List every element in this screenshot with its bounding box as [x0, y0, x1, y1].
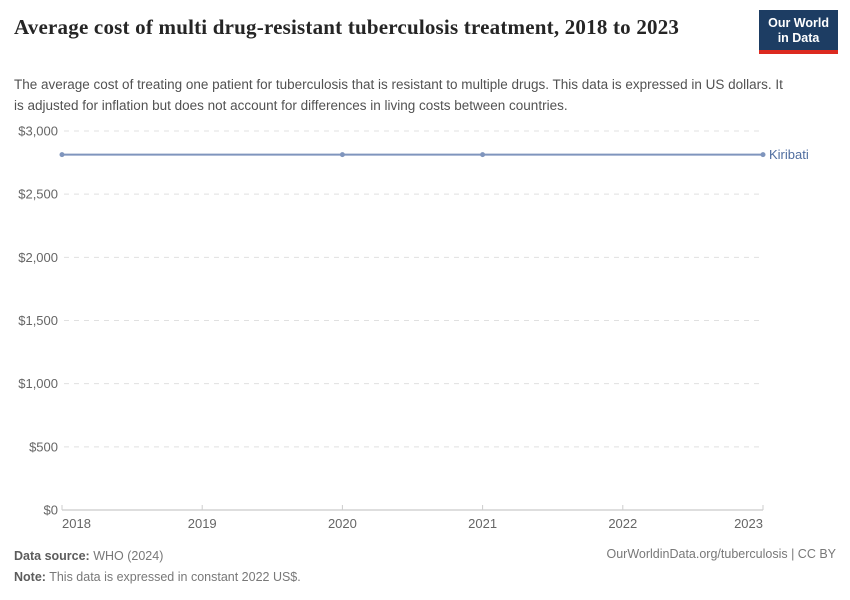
y-tick-label: $1,500: [18, 313, 58, 328]
chart-subtitle: The average cost of treating one patient…: [14, 77, 783, 113]
owid-logo: Our World in Data: [759, 10, 838, 54]
x-tick-label: 2018: [62, 516, 91, 531]
data-point-2021[interactable]: [480, 152, 486, 158]
y-tick-label: $2,000: [18, 250, 58, 265]
y-tick-label: $3,000: [18, 124, 58, 139]
data-source-line: Data source: WHO (2024): [14, 546, 301, 567]
x-tick-label: 2023: [734, 516, 763, 531]
x-tick-label: 2020: [328, 516, 357, 531]
series-label-kiribati[interactable]: Kiribati: [769, 147, 809, 162]
data-point-2020[interactable]: [339, 152, 345, 158]
chart-title: Average cost of multi drug-resistant tub…: [14, 15, 680, 39]
y-tick-label: $500: [29, 439, 58, 454]
logo-line-1: Our World: [768, 16, 829, 30]
x-tick-label: 2019: [188, 516, 217, 531]
data-source-value: WHO (2024): [93, 549, 164, 563]
footer-source-note: Data source: WHO (2024) Note: This data …: [14, 546, 301, 588]
line-chart[interactable]: $0 $500 $1,000 $1,500 $2,000 $2,500 $3,000 2018…: [0, 100, 850, 540]
note-line: Note: This data is expressed in constant…: [14, 567, 301, 588]
note-label: Note:: [14, 570, 46, 584]
x-tick-label: 2021: [468, 516, 497, 531]
y-tick-label: $0: [44, 503, 58, 518]
y-tick-label: $2,500: [18, 187, 58, 202]
x-tick-label: 2022: [608, 516, 637, 531]
data-source-label: Data source:: [14, 549, 90, 563]
attribution-link[interactable]: OurWorldinData.org/tuberculosis | CC BY: [606, 547, 837, 561]
y-tick-label: $1,000: [18, 376, 58, 391]
data-point-2023[interactable]: [760, 152, 766, 158]
logo-line-2: in Data: [777, 31, 820, 45]
data-point-2018[interactable]: [59, 152, 65, 158]
note-value: This data is expressed in constant 2022 …: [49, 570, 301, 584]
